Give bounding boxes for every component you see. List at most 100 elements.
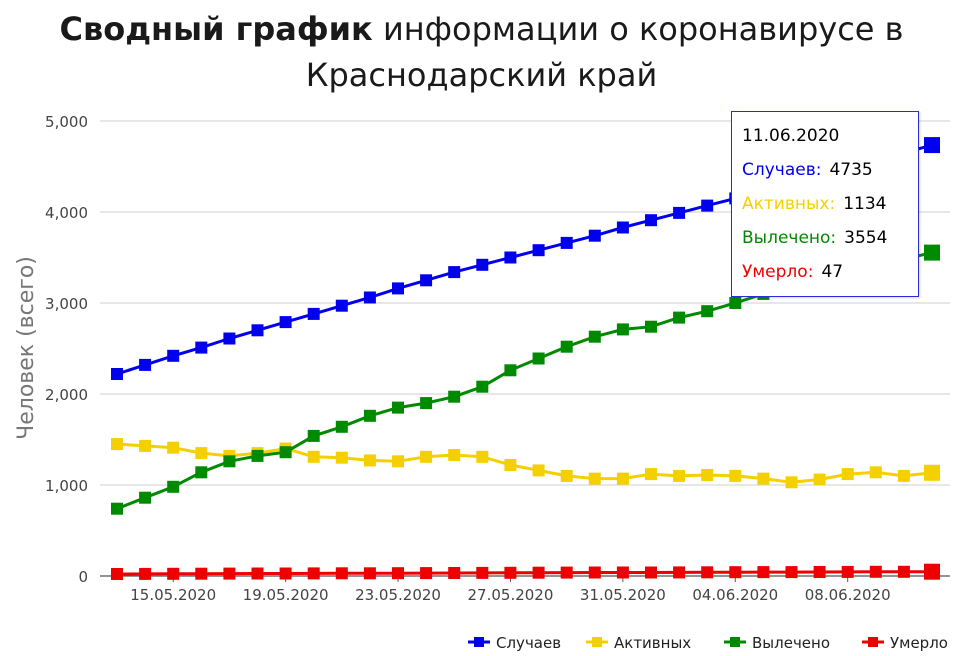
y-axis-label: Человек (всего)	[14, 256, 39, 440]
series-3-point	[869, 565, 882, 578]
series-1-point	[504, 459, 517, 471]
series-3-point	[673, 566, 686, 579]
series-2-point	[701, 305, 714, 318]
series-1-point	[476, 450, 489, 463]
series-2-point	[139, 491, 152, 504]
series-1-point	[392, 455, 404, 468]
chart-title: Сводный график информации о коронавирусе…	[0, 6, 963, 98]
series-0-point	[448, 266, 461, 279]
series-1-point	[757, 472, 770, 485]
series-3-point	[420, 567, 433, 580]
legend-marker-1	[592, 637, 602, 647]
tooltip-row-cases: Случаев: 4735	[742, 160, 873, 180]
tooltip-label-active: Активных:	[742, 194, 836, 214]
series-1-point	[701, 469, 714, 481]
series-0-point	[392, 282, 404, 295]
series-1-point	[729, 469, 742, 482]
tooltip-label-deaths: Умерло:	[742, 262, 814, 282]
title-line-1: Сводный график информации о коронавирусе…	[0, 6, 963, 52]
series-3-point	[560, 566, 573, 579]
series-3-point	[616, 566, 629, 579]
series-3-point	[757, 566, 770, 579]
series-2-point	[560, 340, 573, 353]
tooltip-row-deaths: Умерло: 47	[742, 262, 843, 282]
series-3-point	[392, 567, 404, 580]
series-1-point	[111, 438, 123, 451]
series-2-point	[729, 297, 742, 309]
series-2-point	[588, 330, 601, 343]
series-2-point	[363, 409, 376, 422]
series-2-point	[924, 244, 940, 261]
series-3-point	[701, 566, 714, 579]
series-3-point	[813, 566, 826, 578]
y-tick-label: 1,000	[45, 477, 88, 495]
y-tick-label: 5,000	[45, 113, 88, 131]
series-3-point	[476, 566, 489, 579]
series-1-point	[420, 450, 433, 463]
series-2-point	[673, 311, 686, 324]
series-0-point	[279, 316, 292, 329]
title-rest: информации о коронавирусе в	[382, 10, 904, 48]
legend-label-0: Случаев	[496, 634, 561, 652]
series-3-point	[111, 568, 123, 580]
series-1-point	[588, 472, 601, 485]
series-3-point	[335, 567, 348, 580]
series-0-point	[139, 358, 152, 371]
tooltip-value-recovered: 3554	[844, 228, 888, 248]
series-1-point	[616, 472, 629, 485]
legend-marker-2	[730, 637, 740, 647]
legend-label-2: Вылечено	[752, 634, 830, 652]
series-2-point	[448, 390, 461, 403]
series-2-point	[195, 466, 208, 479]
series-2-point	[420, 397, 433, 410]
series-1-point	[195, 447, 208, 460]
series-3-point	[841, 565, 854, 578]
series-2-point	[307, 429, 320, 442]
y-tick-label: 0	[78, 568, 88, 586]
y-tick-label: 3,000	[45, 295, 88, 313]
series-0-point	[195, 341, 208, 354]
series-3-point	[504, 566, 517, 579]
tooltip-value-deaths: 47	[821, 262, 844, 282]
legend[interactable]: Случаев Активных Вылечено Умерло	[468, 634, 948, 652]
series-3-point	[729, 566, 742, 579]
series-3-point	[448, 567, 461, 579]
series-1-point	[448, 449, 461, 461]
series-2-point	[251, 449, 264, 462]
series-3-point	[223, 567, 236, 580]
series-0-point	[532, 244, 545, 257]
series-1-point	[363, 454, 376, 467]
series-1-point	[532, 464, 545, 477]
series-line-3	[116, 570, 933, 576]
title-bold: Сводный график	[59, 10, 373, 48]
tooltip-row-active: Активных: 1134	[742, 194, 886, 214]
tooltip-value-active: 1134	[843, 194, 887, 214]
series-2-point	[335, 420, 348, 433]
series-1-point	[924, 464, 940, 481]
x-tick-label: 15.05.2020	[130, 586, 216, 604]
x-tick-label: 23.05.2020	[355, 586, 441, 604]
series-3-point	[279, 567, 292, 580]
x-tick-label: 31.05.2020	[580, 586, 666, 604]
series-1-point	[560, 469, 573, 482]
series-3-point	[307, 567, 320, 580]
series-1-point	[167, 441, 180, 454]
legend-label-1: Активных	[614, 634, 691, 652]
series-0-point	[476, 258, 489, 271]
tooltip-label-cases: Случаев:	[742, 160, 822, 180]
series-2-point	[392, 401, 404, 414]
series-2-point	[645, 320, 657, 333]
series-0-point	[335, 299, 348, 312]
series-1-point	[307, 450, 320, 463]
series-0-point	[924, 137, 940, 154]
legend-marker-0	[474, 637, 484, 647]
series-1-point	[673, 469, 686, 482]
series-2-point	[223, 455, 236, 468]
legend-marker-3	[868, 637, 878, 647]
hover-tooltip: 11.06.2020 Случаев: 4735 Активных: 1134 Вы…	[731, 111, 919, 297]
series-0-point	[588, 229, 601, 242]
series-0-point	[420, 274, 433, 287]
tooltip-label-recovered: Вылечено:	[742, 228, 837, 248]
series-1-point	[335, 451, 348, 464]
title-line-2: Краснодарский край	[305, 56, 658, 94]
